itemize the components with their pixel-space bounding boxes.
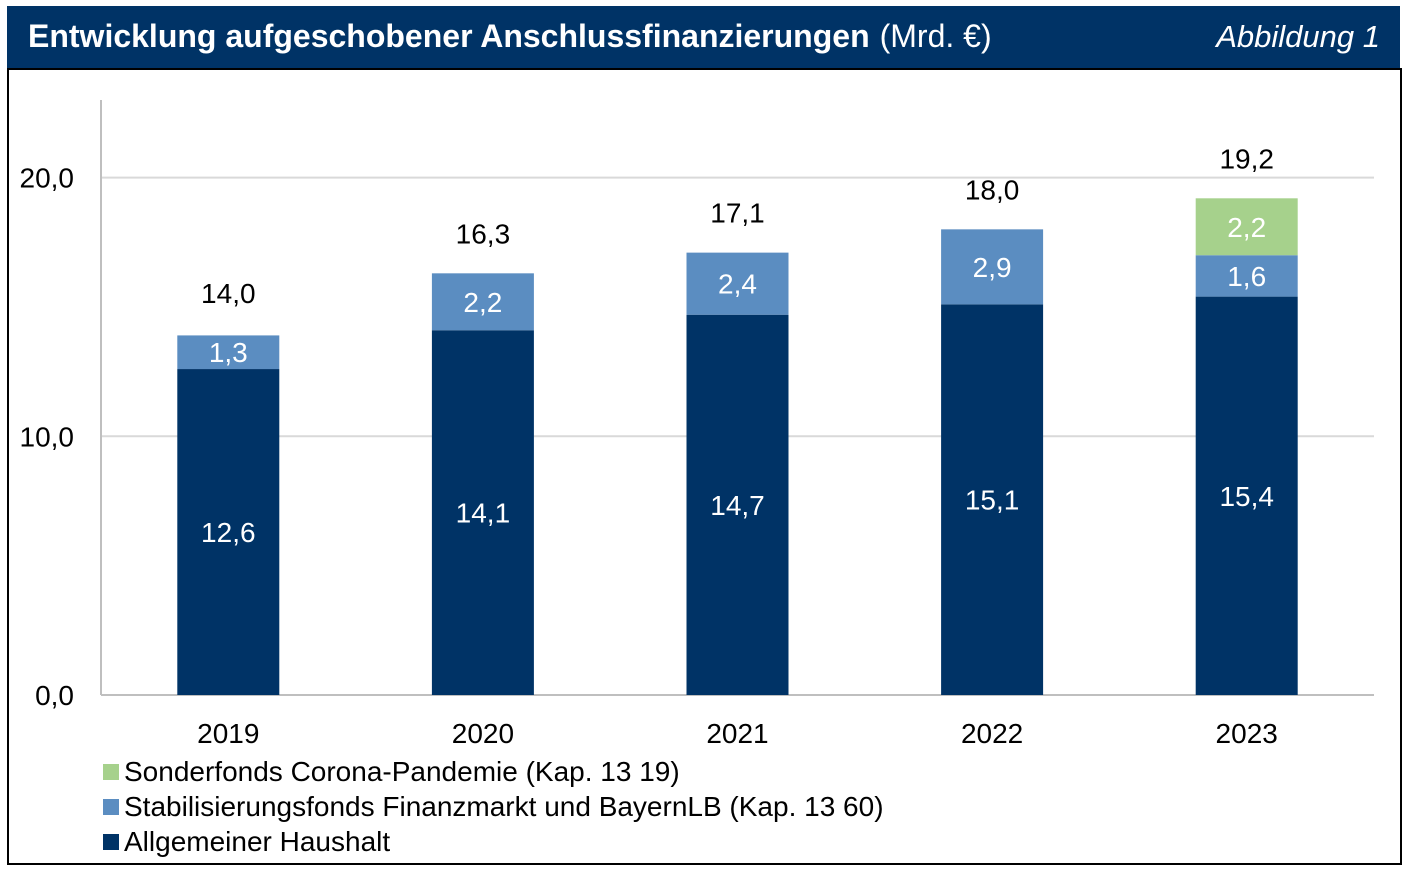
bars: [177, 198, 1298, 695]
segment-value-label: 2,2: [1227, 212, 1266, 243]
bar-segment-allgemeiner-haushalt: [177, 369, 280, 695]
segment-value-label: 12,6: [201, 517, 256, 548]
total-value-label: 19,2: [1219, 143, 1274, 174]
bar-segment-allgemeiner-haushalt: [431, 330, 534, 695]
segment-value-label: 15,4: [1219, 481, 1274, 512]
chart-title: Entwicklung aufgeschobener Anschlussfina…: [28, 20, 992, 52]
segment-value-label: 2,9: [973, 252, 1012, 283]
bar-segment-stabilisierungsfonds: [177, 335, 280, 370]
total-value-label: 17,1: [710, 198, 765, 229]
segment-value-label: 2,2: [463, 287, 502, 318]
legend-label: Stabilisierungsfonds Finanzmarkt und Bay…: [124, 791, 884, 822]
bar-segment-stabilisierungsfonds: [686, 252, 789, 315]
x-tick-label: 2021: [706, 718, 768, 749]
x-tick-label: 2023: [1216, 718, 1278, 749]
segment-value-label: 2,4: [718, 269, 757, 300]
legend-swatch: [103, 799, 119, 815]
legend-label: Sonderfonds Corona-Pandemie (Kap. 13 19): [124, 756, 680, 787]
chart-header: Entwicklung aufgeschobener Anschlussfina…: [7, 6, 1400, 68]
total-value-label: 16,3: [456, 218, 511, 249]
data-labels: 12,6 1,3 14,0 14,1 2,2 16,3 14,7 2,4 17,1 15,1 2,9…: [201, 143, 1274, 548]
bar-segment-allgemeiner-haushalt: [941, 304, 1044, 695]
segment-value-label: 14,1: [456, 498, 511, 529]
figure-label: Abbildung 1: [1216, 19, 1380, 54]
x-tick-label: 2020: [452, 718, 514, 749]
segment-value-label: 14,7: [710, 490, 765, 521]
x-tick-label: 2019: [197, 718, 259, 749]
total-value-label: 14,0: [201, 278, 256, 309]
legend-label: Allgemeiner Haushalt: [124, 826, 391, 857]
y-tick-label: 20,0: [20, 163, 75, 194]
bar-segment-stabilisierungsfonds: [941, 229, 1044, 305]
bar-segment-allgemeiner-haushalt: [686, 314, 789, 695]
bar-segment-stabilisierungsfonds: [1195, 255, 1298, 297]
legend-swatch: [103, 764, 119, 780]
x-tick-label: 2022: [961, 718, 1023, 749]
chart-title-unit: (Mrd. €): [879, 18, 992, 54]
bar-segment-sonderfonds-corona: [1195, 198, 1298, 256]
total-value-label: 18,0: [965, 174, 1020, 205]
y-tick-label: 10,0: [20, 421, 75, 452]
segment-value-label: 1,3: [209, 337, 248, 368]
y-tick-label: 0,0: [35, 680, 74, 711]
chart-title-main: Entwicklung aufgeschobener Anschlussfina…: [28, 18, 870, 54]
legend-swatch: [103, 834, 119, 850]
segment-value-label: 15,1: [965, 485, 1020, 516]
segment-value-label: 1,6: [1227, 261, 1266, 292]
bar-segment-allgemeiner-haushalt: [1195, 296, 1298, 695]
bar-segment-stabilisierungsfonds: [431, 273, 534, 331]
